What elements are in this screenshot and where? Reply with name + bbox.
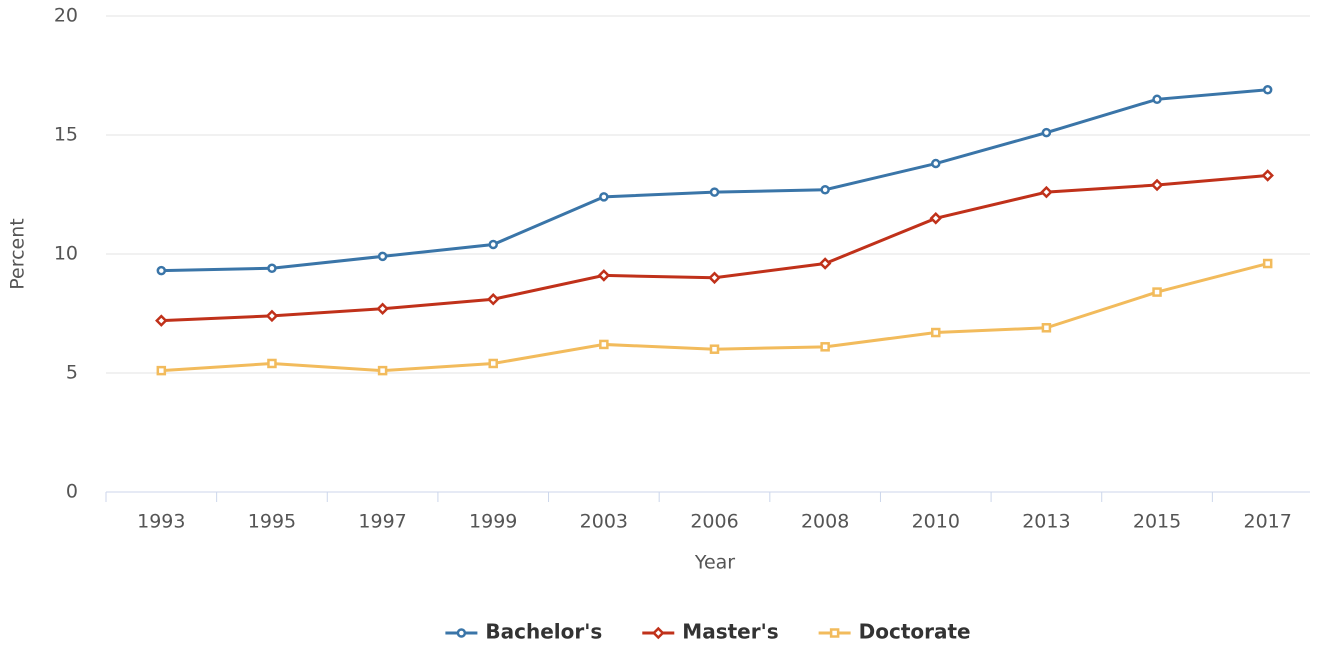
data-point: [156, 365, 167, 376]
data-point: [931, 158, 941, 169]
data-point: [599, 339, 609, 350]
y-tick-label: 20: [54, 5, 78, 27]
x-tick-label: 2006: [690, 511, 738, 533]
series-line: [161, 173, 1268, 323]
data-point: [597, 269, 611, 282]
x-axis-title: Year: [694, 552, 735, 574]
y-tick-label: 15: [54, 124, 78, 146]
data-point: [1040, 185, 1053, 199]
legend-marker: [456, 628, 467, 638]
x-tick-label: 2008: [801, 511, 849, 533]
legend: Bachelor's Master's Doctorate: [445, 620, 971, 644]
legend-label: Bachelor's: [485, 620, 602, 644]
data-point: [488, 358, 498, 369]
x-tick-label: 2010: [912, 511, 960, 533]
legend-label: Doctorate: [859, 620, 971, 644]
data-point: [599, 192, 609, 202]
data-point: [1262, 85, 1273, 95]
series-line: [161, 88, 1268, 273]
legend-marker: [652, 626, 665, 640]
x-tick-label: 2013: [1022, 511, 1070, 533]
data-point: [267, 358, 277, 369]
data-point: [1262, 258, 1273, 269]
legend-marker: [829, 628, 840, 638]
data-point: [1041, 323, 1052, 333]
data-point: [156, 265, 167, 276]
data-point: [265, 309, 279, 323]
data-point: [376, 302, 389, 316]
data-point: [155, 314, 168, 327]
data-point: [708, 271, 721, 285]
data-point: [820, 342, 830, 352]
data-point: [709, 344, 720, 354]
y-axis-title: Percent: [7, 218, 29, 290]
data-point: [820, 184, 830, 195]
legend-label: Master's: [682, 620, 778, 644]
data-point: [377, 251, 388, 262]
x-tick-label: 1993: [137, 511, 185, 533]
x-tick-label: 2017: [1244, 511, 1292, 533]
data-point: [1041, 127, 1052, 138]
data-point: [488, 239, 498, 250]
data-point: [486, 292, 500, 306]
data-point: [931, 327, 941, 338]
x-tick-label: 1997: [358, 511, 406, 533]
y-tick-label: 0: [66, 481, 78, 503]
data-point: [1150, 178, 1164, 192]
x-tick-label: 2015: [1133, 511, 1181, 533]
data-point: [929, 212, 943, 225]
data-point: [377, 365, 388, 376]
data-point: [1261, 169, 1274, 182]
data-point: [1152, 94, 1162, 105]
data-point: [709, 187, 720, 197]
x-tick-label: 2003: [580, 511, 628, 533]
data-point: [267, 263, 277, 274]
data-point: [818, 257, 832, 270]
x-tick-label: 1999: [469, 511, 517, 533]
y-tick-label: 10: [54, 243, 78, 265]
data-point: [1152, 287, 1162, 297]
x-tick-label: 1995: [248, 511, 296, 533]
y-tick-label: 5: [66, 362, 78, 384]
